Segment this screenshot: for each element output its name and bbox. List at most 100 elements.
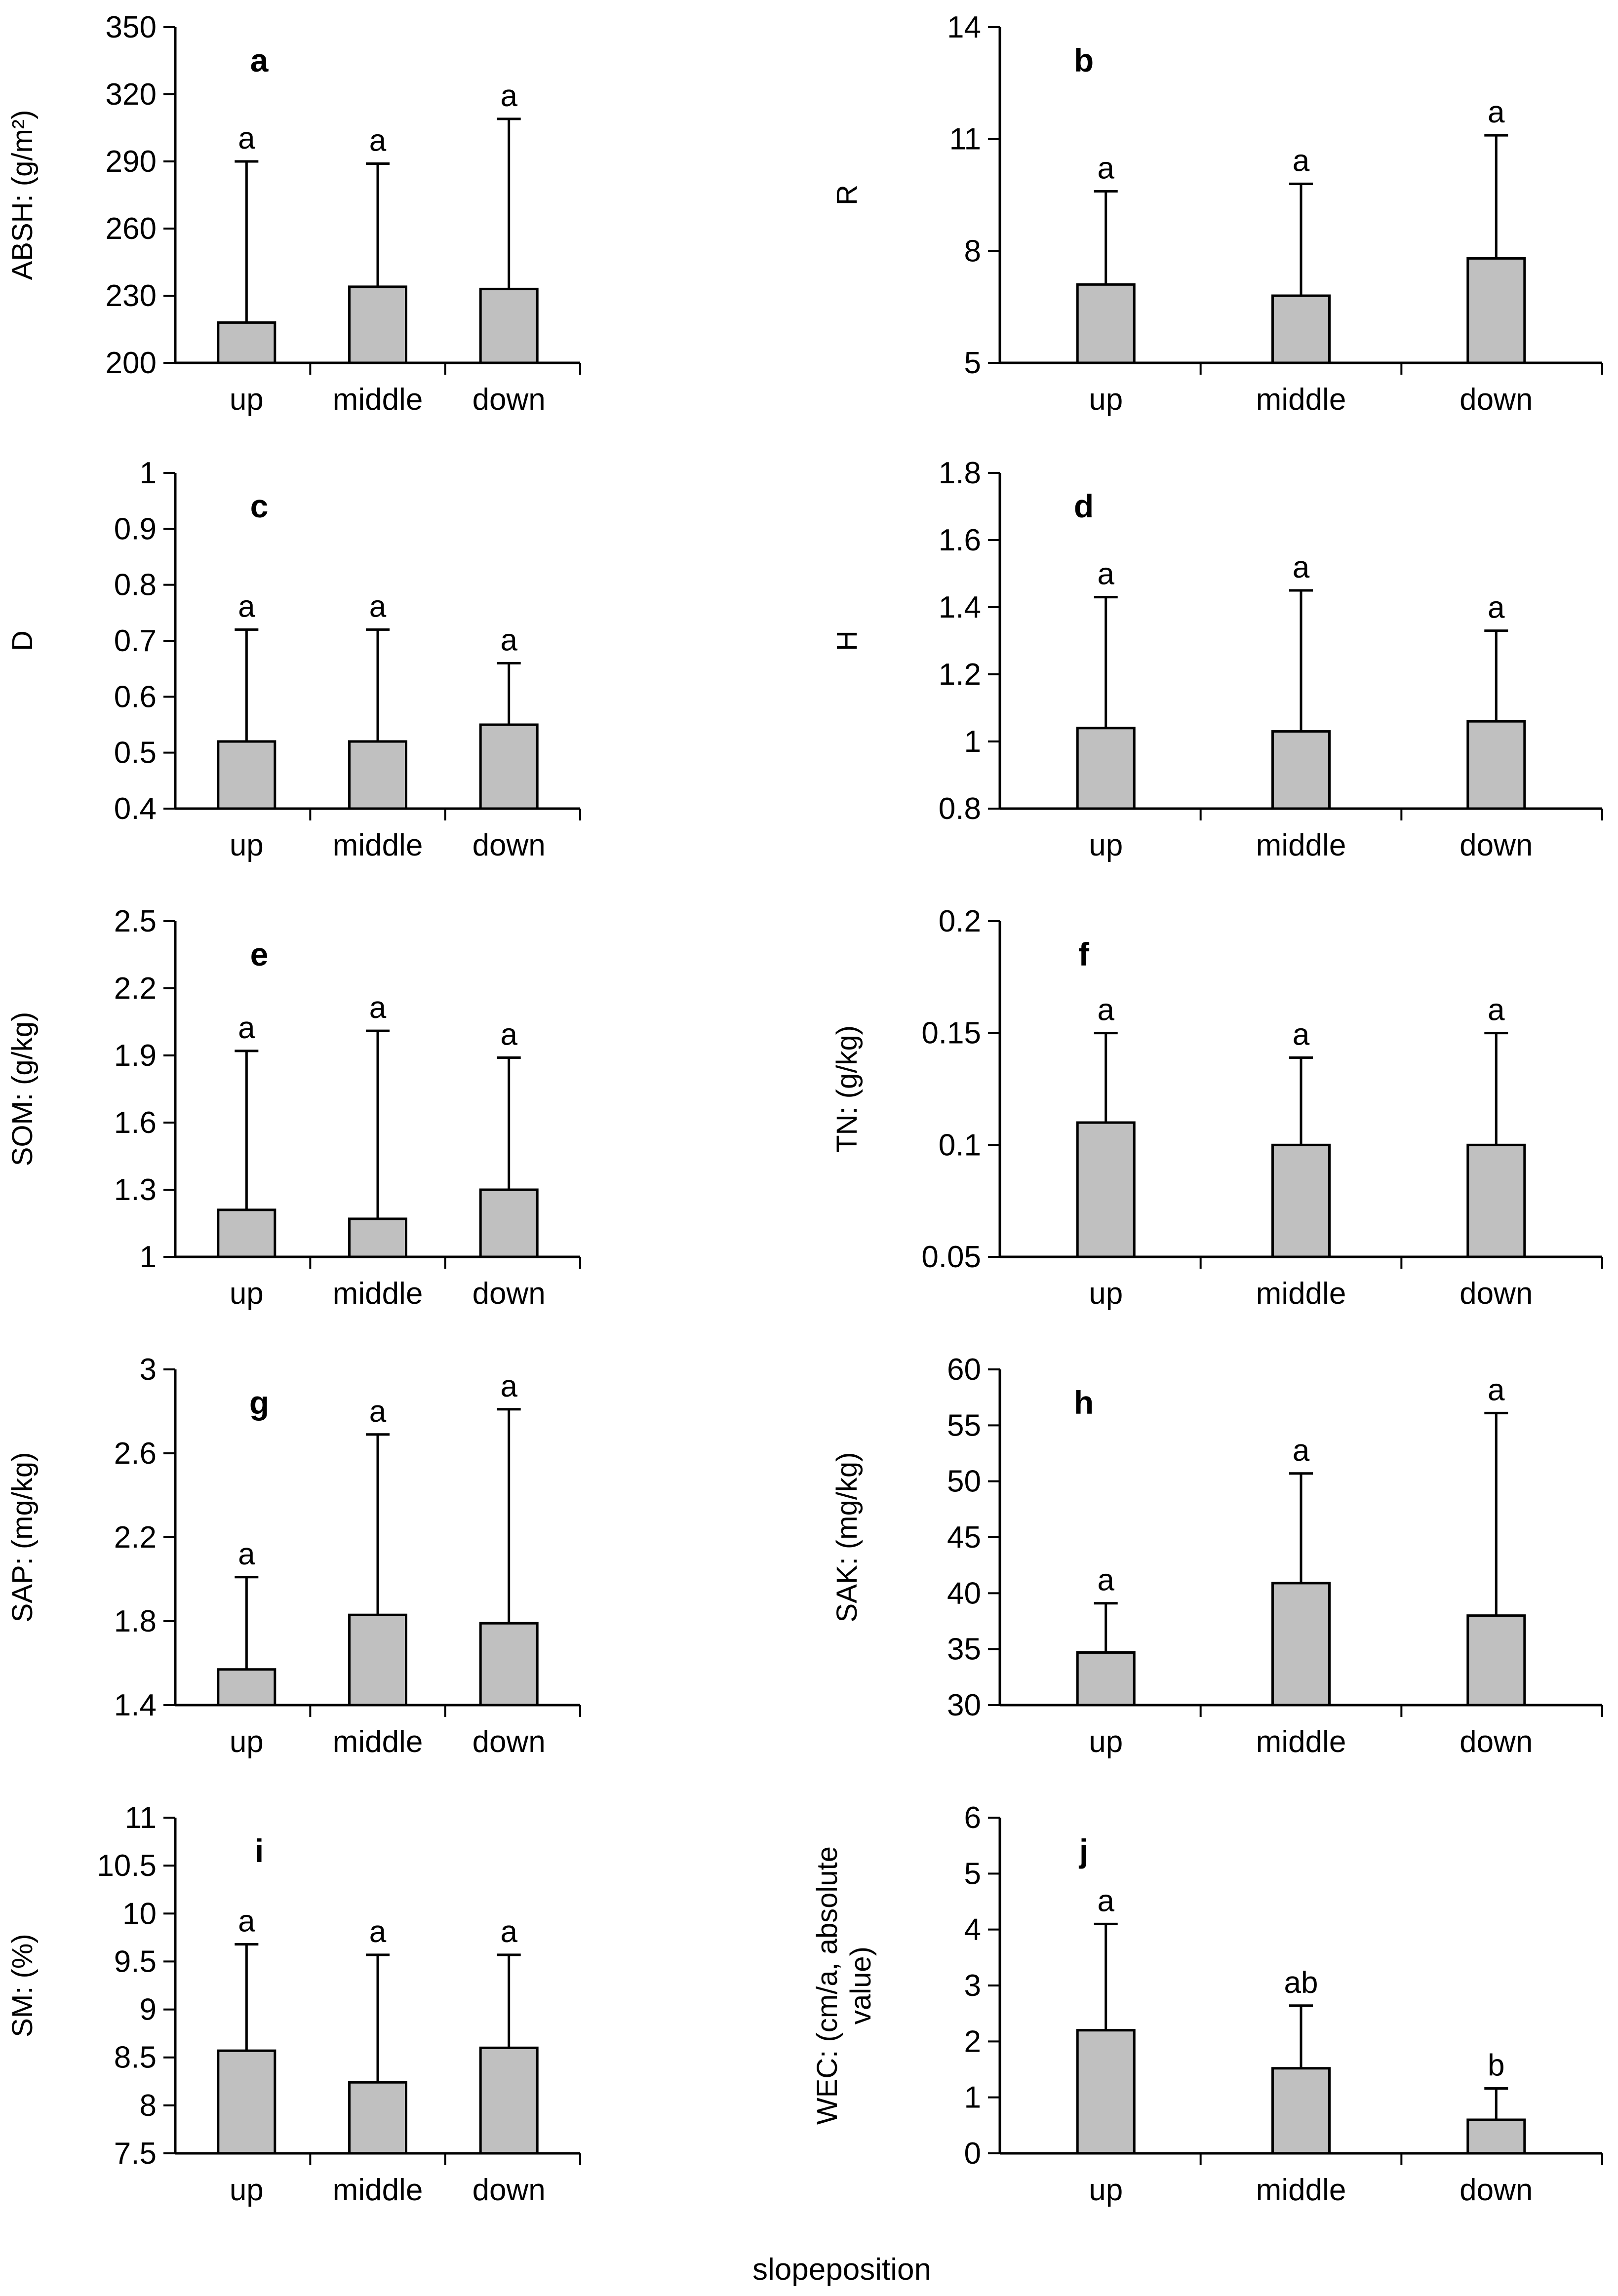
panel-letter: b bbox=[1074, 42, 1094, 78]
significance-label: a bbox=[1488, 1373, 1505, 1407]
panel-b: 5 8 11 14 Rb a up a middle a down bbox=[831, 10, 1603, 417]
y-tick-label: 3 bbox=[140, 1353, 157, 1387]
y-tick-label: 10 bbox=[122, 1897, 157, 1931]
y-tick-label: 6 bbox=[964, 1801, 981, 1835]
significance-label: a bbox=[500, 1915, 517, 1949]
y-tick-label: 200 bbox=[106, 346, 157, 380]
panel-letter: g bbox=[249, 1384, 269, 1421]
bar-up bbox=[217, 1208, 276, 1258]
y-tick-label: 1.4 bbox=[939, 590, 981, 624]
y-axis-title: ABSH: (g/m²) bbox=[6, 110, 39, 280]
x-category-label: up bbox=[230, 1725, 264, 1759]
bar-middle bbox=[1271, 730, 1331, 810]
x-category-label: down bbox=[473, 2173, 546, 2207]
y-tick-label: 0.7 bbox=[114, 624, 157, 658]
y-tick-label: 260 bbox=[106, 212, 157, 246]
y-axis-title-line: value) bbox=[845, 1946, 877, 2024]
y-tick-label: 0.8 bbox=[939, 792, 981, 826]
panel-j: 0 1 2 3 4 5 6 WEC: (cm/a, absolutevalue) ja up ab m… bbox=[811, 1801, 1603, 2207]
significance-label: a bbox=[238, 1011, 255, 1045]
y-axis-title: WEC: (cm/a, absolutevalue) bbox=[811, 1846, 877, 2125]
bar-down bbox=[1466, 1143, 1526, 1258]
significance-label: a bbox=[1488, 993, 1505, 1027]
x-category-label: up bbox=[230, 383, 264, 417]
y-tick-label: 9 bbox=[140, 1993, 157, 2027]
panel-i: 7.5 8 8.5 9 9.5 10 10.5 11 SM: (%) i a up a middle a do… bbox=[6, 1801, 581, 2207]
panel-h: 30 35 40 45 50 55 60 SAK: (mg/kg) h a up a middle a do… bbox=[831, 1353, 1603, 1759]
significance-label: a bbox=[238, 1904, 255, 1938]
y-tick-label: 1.2 bbox=[939, 658, 981, 692]
bar-up bbox=[217, 321, 276, 364]
x-category-label: down bbox=[1460, 1277, 1533, 1311]
significance-label: a bbox=[1097, 1563, 1114, 1597]
significance-label: a bbox=[238, 589, 255, 623]
bar-down bbox=[1466, 2118, 1526, 2155]
y-tick-label: 5 bbox=[964, 1857, 981, 1891]
significance-label: a bbox=[369, 991, 387, 1025]
significance-label: a bbox=[1488, 95, 1505, 129]
y-tick-label: 1 bbox=[964, 725, 981, 759]
bar-up bbox=[1076, 283, 1136, 364]
y-tick-label: 1 bbox=[140, 456, 157, 490]
y-tick-label: 0 bbox=[964, 2137, 981, 2171]
y-tick-label: 2.2 bbox=[114, 972, 157, 1006]
bar-up bbox=[1076, 2029, 1136, 2155]
y-axis-title: TN: (g/kg) bbox=[831, 1025, 863, 1153]
bar-middle bbox=[348, 2081, 407, 2155]
panel-letter: f bbox=[1078, 936, 1090, 973]
bar-down bbox=[1466, 1614, 1526, 1707]
bar-up bbox=[217, 1668, 276, 1707]
y-tick-label: 0.2 bbox=[939, 904, 981, 938]
y-tick-label: 320 bbox=[106, 78, 157, 112]
significance-label: a bbox=[1097, 993, 1114, 1027]
x-category-label: up bbox=[230, 828, 264, 862]
y-tick-label: 14 bbox=[947, 10, 981, 44]
bar-down bbox=[479, 723, 539, 810]
y-tick-label: 7.5 bbox=[114, 2137, 157, 2171]
x-category-label: middle bbox=[333, 1277, 423, 1311]
bar-middle bbox=[348, 740, 407, 810]
x-category-label: down bbox=[1460, 383, 1533, 417]
significance-label: a bbox=[1293, 1018, 1310, 1052]
significance-label: a bbox=[500, 1369, 517, 1403]
significance-label: a bbox=[1293, 1434, 1310, 1468]
x-category-label: middle bbox=[333, 2173, 423, 2207]
y-tick-label: 1 bbox=[140, 1240, 157, 1274]
y-tick-label: 8.5 bbox=[114, 2041, 157, 2075]
significance-label: a bbox=[500, 623, 517, 657]
x-category-label: down bbox=[1460, 828, 1533, 862]
x-category-label: middle bbox=[1256, 383, 1346, 417]
y-axis-title: SM: (%) bbox=[6, 1934, 39, 2037]
x-category-label: middle bbox=[1256, 1725, 1346, 1759]
x-category-label: down bbox=[1460, 1725, 1533, 1759]
y-tick-label: 8 bbox=[140, 2089, 157, 2123]
x-category-label: middle bbox=[333, 1725, 423, 1759]
bar-middle bbox=[1271, 294, 1331, 364]
y-axis-title: SAP: (mg/kg) bbox=[6, 1452, 39, 1623]
y-tick-label: 1.4 bbox=[114, 1688, 157, 1722]
significance-label: a bbox=[1097, 557, 1114, 591]
bar-down bbox=[1466, 257, 1526, 364]
y-tick-label: 5 bbox=[964, 346, 981, 380]
y-tick-label: 50 bbox=[947, 1465, 981, 1499]
y-axis-title: H bbox=[831, 630, 863, 651]
bar-up bbox=[217, 740, 276, 810]
y-tick-label: 2 bbox=[964, 2024, 981, 2059]
y-tick-label: 8 bbox=[964, 234, 981, 268]
bar-down bbox=[479, 287, 539, 364]
y-tick-label: 1.3 bbox=[114, 1173, 157, 1207]
y-axis-title-line: WEC: (cm/a, absolute bbox=[811, 1846, 843, 2125]
y-tick-label: 0.4 bbox=[114, 792, 157, 826]
y-tick-label: 0.8 bbox=[114, 568, 157, 602]
y-tick-label: 290 bbox=[106, 145, 157, 179]
significance-label: a bbox=[500, 79, 517, 113]
y-tick-label: 11 bbox=[949, 122, 981, 156]
significance-label: a bbox=[1097, 1884, 1114, 1918]
y-tick-label: 10.5 bbox=[97, 1849, 157, 1883]
significance-label: a bbox=[1488, 591, 1505, 625]
x-category-label: up bbox=[230, 1277, 264, 1311]
bar-up bbox=[217, 2049, 276, 2155]
significance-label: a bbox=[1293, 144, 1310, 178]
